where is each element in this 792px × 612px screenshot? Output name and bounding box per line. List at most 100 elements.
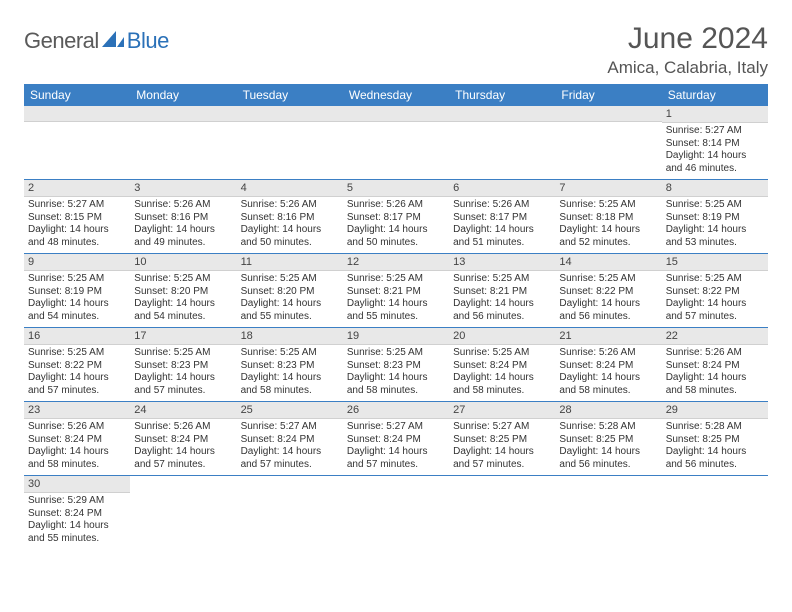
day-cell: 27Sunrise: 5:27 AMSunset: 8:25 PMDayligh… <box>449 402 555 476</box>
day-number: 17 <box>130 328 236 345</box>
day-cell <box>555 106 661 180</box>
day-details: Sunrise: 5:28 AMSunset: 8:25 PMDaylight:… <box>662 419 768 475</box>
day-details: Sunrise: 5:27 AMSunset: 8:14 PMDaylight:… <box>662 123 768 179</box>
day-cell: 25Sunrise: 5:27 AMSunset: 8:24 PMDayligh… <box>237 402 343 476</box>
day-number: 26 <box>343 402 449 419</box>
day-cell: 26Sunrise: 5:27 AMSunset: 8:24 PMDayligh… <box>343 402 449 476</box>
weekday-header: Wednesday <box>343 84 449 106</box>
day-details: Sunrise: 5:27 AMSunset: 8:24 PMDaylight:… <box>237 419 343 475</box>
day-number: 12 <box>343 254 449 271</box>
day-details: Sunrise: 5:25 AMSunset: 8:18 PMDaylight:… <box>555 197 661 253</box>
daylight-text: Daylight: 14 hours and 50 minutes. <box>347 224 445 249</box>
page-header: General Blue June 2024 Amica, Calabria, … <box>24 22 768 78</box>
daylight-text: Daylight: 14 hours and 46 minutes. <box>666 150 764 175</box>
day-details: Sunrise: 5:25 AMSunset: 8:21 PMDaylight:… <box>343 271 449 327</box>
sunrise-text: Sunrise: 5:26 AM <box>134 421 232 434</box>
day-cell <box>237 476 343 550</box>
day-details: Sunrise: 5:26 AMSunset: 8:16 PMDaylight:… <box>237 197 343 253</box>
sunrise-text: Sunrise: 5:25 AM <box>559 199 657 212</box>
day-details: Sunrise: 5:25 AMSunset: 8:22 PMDaylight:… <box>555 271 661 327</box>
day-details <box>555 492 661 544</box>
day-number: 30 <box>24 476 130 493</box>
daylight-text: Daylight: 14 hours and 53 minutes. <box>666 224 764 249</box>
day-number <box>237 106 343 122</box>
daylight-text: Daylight: 14 hours and 58 minutes. <box>28 446 126 471</box>
sunrise-text: Sunrise: 5:27 AM <box>28 199 126 212</box>
day-details <box>237 492 343 544</box>
sunset-text: Sunset: 8:16 PM <box>241 212 339 225</box>
sunset-text: Sunset: 8:25 PM <box>666 434 764 447</box>
week-row: 23Sunrise: 5:26 AMSunset: 8:24 PMDayligh… <box>24 402 768 476</box>
day-details: Sunrise: 5:25 AMSunset: 8:23 PMDaylight:… <box>343 345 449 401</box>
day-details: Sunrise: 5:26 AMSunset: 8:24 PMDaylight:… <box>130 419 236 475</box>
logo-text-general: General <box>24 28 99 54</box>
sunset-text: Sunset: 8:20 PM <box>241 286 339 299</box>
day-cell: 4Sunrise: 5:26 AMSunset: 8:16 PMDaylight… <box>237 180 343 254</box>
day-details: Sunrise: 5:25 AMSunset: 8:22 PMDaylight:… <box>662 271 768 327</box>
day-number: 13 <box>449 254 555 271</box>
daylight-text: Daylight: 14 hours and 58 minutes. <box>559 372 657 397</box>
day-number: 19 <box>343 328 449 345</box>
sunrise-text: Sunrise: 5:25 AM <box>453 347 551 360</box>
sunset-text: Sunset: 8:17 PM <box>347 212 445 225</box>
day-cell: 2Sunrise: 5:27 AMSunset: 8:15 PMDaylight… <box>24 180 130 254</box>
sunset-text: Sunset: 8:19 PM <box>666 212 764 225</box>
daylight-text: Daylight: 14 hours and 58 minutes. <box>453 372 551 397</box>
sunrise-text: Sunrise: 5:25 AM <box>347 273 445 286</box>
sunrise-text: Sunrise: 5:27 AM <box>453 421 551 434</box>
day-details: Sunrise: 5:26 AMSunset: 8:24 PMDaylight:… <box>24 419 130 475</box>
day-number: 16 <box>24 328 130 345</box>
day-details <box>343 492 449 544</box>
day-number: 1 <box>662 106 768 123</box>
day-details <box>449 122 555 174</box>
sunrise-text: Sunrise: 5:25 AM <box>241 273 339 286</box>
day-number: 18 <box>237 328 343 345</box>
sunrise-text: Sunrise: 5:25 AM <box>347 347 445 360</box>
day-details: Sunrise: 5:25 AMSunset: 8:19 PMDaylight:… <box>662 197 768 253</box>
daylight-text: Daylight: 14 hours and 54 minutes. <box>134 298 232 323</box>
day-number: 6 <box>449 180 555 197</box>
day-details: Sunrise: 5:26 AMSunset: 8:24 PMDaylight:… <box>555 345 661 401</box>
daylight-text: Daylight: 14 hours and 51 minutes. <box>453 224 551 249</box>
day-number <box>130 476 236 492</box>
day-number: 7 <box>555 180 661 197</box>
day-cell: 3Sunrise: 5:26 AMSunset: 8:16 PMDaylight… <box>130 180 236 254</box>
day-cell <box>449 106 555 180</box>
daylight-text: Daylight: 14 hours and 57 minutes. <box>134 446 232 471</box>
day-cell <box>237 106 343 180</box>
daylight-text: Daylight: 14 hours and 52 minutes. <box>559 224 657 249</box>
day-details <box>24 122 130 174</box>
sunrise-text: Sunrise: 5:26 AM <box>666 347 764 360</box>
sunset-text: Sunset: 8:19 PM <box>28 286 126 299</box>
sunrise-text: Sunrise: 5:27 AM <box>666 125 764 138</box>
day-cell: 16Sunrise: 5:25 AMSunset: 8:22 PMDayligh… <box>24 328 130 402</box>
day-cell <box>343 106 449 180</box>
sunset-text: Sunset: 8:16 PM <box>134 212 232 225</box>
day-details: Sunrise: 5:25 AMSunset: 8:19 PMDaylight:… <box>24 271 130 327</box>
daylight-text: Daylight: 14 hours and 54 minutes. <box>28 298 126 323</box>
calendar-table: Sunday Monday Tuesday Wednesday Thursday… <box>24 84 768 549</box>
calendar-page: General Blue June 2024 Amica, Calabria, … <box>0 0 792 549</box>
daylight-text: Daylight: 14 hours and 56 minutes. <box>453 298 551 323</box>
sunset-text: Sunset: 8:24 PM <box>453 360 551 373</box>
day-details <box>555 122 661 174</box>
sunrise-text: Sunrise: 5:25 AM <box>28 347 126 360</box>
logo: General Blue <box>24 28 169 54</box>
day-cell: 30Sunrise: 5:29 AMSunset: 8:24 PMDayligh… <box>24 476 130 550</box>
day-cell: 13Sunrise: 5:25 AMSunset: 8:21 PMDayligh… <box>449 254 555 328</box>
daylight-text: Daylight: 14 hours and 57 minutes. <box>134 372 232 397</box>
daylight-text: Daylight: 14 hours and 57 minutes. <box>241 446 339 471</box>
day-cell <box>555 476 661 550</box>
daylight-text: Daylight: 14 hours and 56 minutes. <box>559 446 657 471</box>
sunrise-text: Sunrise: 5:25 AM <box>666 273 764 286</box>
daylight-text: Daylight: 14 hours and 55 minutes. <box>347 298 445 323</box>
daylight-text: Daylight: 14 hours and 56 minutes. <box>559 298 657 323</box>
sunset-text: Sunset: 8:22 PM <box>559 286 657 299</box>
sunrise-text: Sunrise: 5:25 AM <box>559 273 657 286</box>
sunset-text: Sunset: 8:15 PM <box>28 212 126 225</box>
day-number: 14 <box>555 254 661 271</box>
day-number: 4 <box>237 180 343 197</box>
sunrise-text: Sunrise: 5:26 AM <box>453 199 551 212</box>
sunrise-text: Sunrise: 5:26 AM <box>241 199 339 212</box>
sunrise-text: Sunrise: 5:25 AM <box>134 347 232 360</box>
